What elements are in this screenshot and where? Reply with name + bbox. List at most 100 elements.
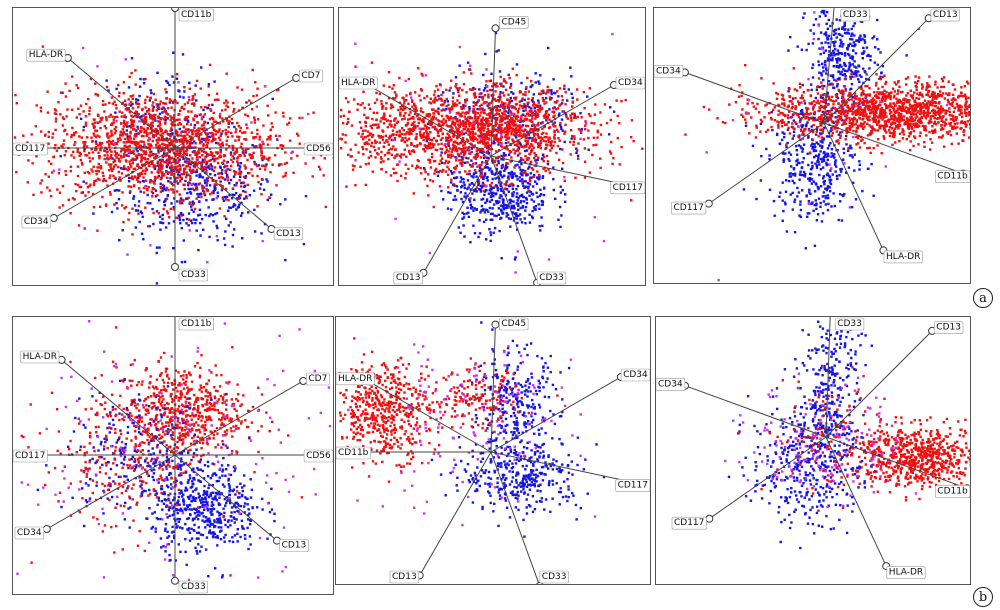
data-point-red (553, 114, 556, 117)
data-point-red (471, 165, 474, 168)
data-point-red (548, 171, 552, 174)
data-point-blue (164, 119, 167, 122)
data-point-red (149, 144, 152, 147)
data-point-blue (462, 177, 465, 181)
data-point-red (129, 130, 132, 134)
data-point-red (130, 165, 133, 168)
data-point-red (440, 97, 443, 100)
data-point-red (526, 76, 529, 80)
data-point-red (505, 182, 508, 185)
data-point-blue (198, 208, 202, 211)
data-point-red (117, 95, 121, 98)
data-point-red (170, 116, 173, 119)
data-point-blue (509, 173, 512, 176)
radviz-panel-a2: CD45 HLA-DR CD34 CD117 CD13 CD33 (338, 7, 646, 286)
data-point-red (509, 84, 513, 87)
data-point-red (194, 142, 197, 145)
data-point-red (103, 110, 106, 113)
axis-label-box (339, 76, 378, 90)
data-point-blue (830, 108, 833, 112)
data-point-red (532, 102, 535, 106)
data-point-red (444, 119, 447, 123)
data-point-red (197, 127, 200, 130)
data-point-red (385, 102, 388, 105)
data-point-red (521, 134, 524, 138)
data-point-blue (491, 88, 494, 92)
data-point-red (224, 128, 227, 132)
data-point-red (386, 140, 389, 143)
data-point-red (165, 152, 169, 156)
data-point-blue (460, 197, 463, 201)
data-point-blue (442, 108, 445, 111)
data-point-red (443, 144, 446, 147)
data-point-blue (819, 96, 823, 99)
data-point-red (262, 142, 265, 146)
data-point-red (460, 164, 464, 167)
data-point-blue (506, 206, 509, 209)
data-point-blue (454, 176, 457, 180)
data-point-red (522, 93, 525, 96)
data-point-red (200, 149, 204, 153)
data-point-blue (187, 212, 191, 215)
data-point-red (275, 184, 278, 187)
data-point-blue (523, 149, 527, 153)
data-point-red (409, 152, 412, 156)
data-point-blue (847, 43, 850, 47)
data-point-red (128, 150, 132, 154)
data-point-red (371, 133, 375, 137)
data-point-blue (531, 215, 534, 218)
data-point-red (88, 112, 91, 116)
data-point-magenta (479, 137, 483, 140)
data-point-blue (531, 185, 535, 188)
data-point-blue (472, 209, 475, 212)
data-point-blue (495, 133, 498, 136)
data-point-red (442, 168, 445, 172)
data-point-magenta (96, 65, 99, 68)
data-point-red (226, 135, 230, 139)
data-point-blue (183, 260, 187, 264)
data-point-blue (236, 197, 239, 200)
data-point-blue (230, 197, 234, 200)
data-point-red (366, 116, 370, 119)
data-point-blue (832, 106, 835, 109)
data-point-red (426, 147, 429, 150)
data-point-red (156, 160, 160, 163)
data-point-blue (178, 139, 181, 142)
data-point-red (226, 179, 230, 182)
data-point-red (361, 138, 365, 141)
data-point-red (218, 114, 222, 117)
data-point-red (489, 123, 493, 126)
data-point-blue (504, 141, 508, 145)
data-point-blue (874, 46, 877, 49)
data-point-red (164, 116, 168, 119)
data-point-blue (279, 203, 282, 206)
data-point-red (437, 134, 441, 138)
data-point-red (166, 162, 169, 165)
data-point-red (481, 124, 484, 128)
axis-label: CD117 (15, 144, 45, 154)
data-point-red (468, 123, 471, 126)
data-point-red (425, 130, 428, 133)
data-point-blue (502, 158, 505, 161)
data-point-red (492, 116, 495, 119)
data-point-blue (200, 217, 204, 221)
data-point-red (538, 92, 541, 95)
data-point-blue (115, 87, 118, 91)
data-point-red (477, 180, 481, 184)
data-point-red (423, 177, 427, 181)
data-point-blue (557, 218, 560, 221)
data-point-red (482, 142, 485, 145)
data-point-red (163, 173, 166, 176)
data-point-blue (525, 198, 528, 201)
data-point-red (165, 97, 168, 100)
data-point-red (215, 183, 218, 187)
data-point-blue (470, 175, 473, 178)
data-point-blue (502, 208, 506, 211)
data-point-red (238, 135, 241, 139)
data-point-red (402, 97, 405, 100)
data-point-red (183, 183, 186, 187)
data-point-red (516, 149, 519, 152)
data-point-blue (552, 78, 555, 81)
data-point-red (465, 123, 468, 126)
data-point-blue (863, 39, 866, 42)
